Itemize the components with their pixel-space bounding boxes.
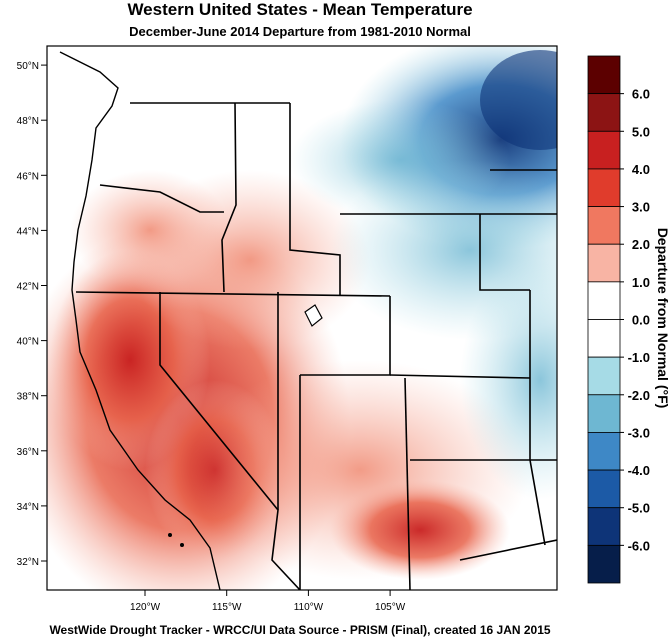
temperature-anomaly-field <box>47 46 557 590</box>
colorbar-label: -3.0 <box>628 425 650 440</box>
colorbar-swatch <box>587 243 621 283</box>
colorbar-swatch <box>587 507 621 546</box>
longitude-axis: 120°W 115°W 110°W 105°W <box>130 590 406 613</box>
colorbar-label: 1.0 <box>632 275 650 290</box>
map-title: Western United States - Mean Temperature <box>127 0 473 19</box>
island <box>168 533 172 537</box>
colorbar: 6.0 5.0 4.0 3.0 2.0 1.0 0.0 -1.0 -2.0 -3.0 -4.0 -5.… <box>587 55 650 584</box>
lat-tick-label: 40°N <box>17 337 39 348</box>
colorbar-swatch <box>587 168 621 207</box>
colorbar-swatch <box>587 394 621 433</box>
lat-tick-label: 48°N <box>17 116 39 127</box>
lat-tick-label: 34°N <box>17 502 39 513</box>
map-frame <box>46 45 558 591</box>
colorbar-label: 5.0 <box>632 124 650 139</box>
colorbar-label: -1.0 <box>628 350 650 365</box>
colorbar-label: 3.0 <box>632 200 650 215</box>
colorbar-label: 2.0 <box>632 237 650 252</box>
colorbar-swatch <box>587 432 621 471</box>
colorbar-label: 0.0 <box>632 313 650 328</box>
coastline <box>59 51 221 590</box>
colorbar-swatch <box>587 319 621 358</box>
colorbar-label: -4.0 <box>628 463 650 478</box>
colorbar-swatch <box>587 356 621 396</box>
colorbar-swatch <box>587 544 621 584</box>
lon-tick-label: 105°W <box>375 602 406 613</box>
colorbar-label: -5.0 <box>628 501 650 516</box>
colorbar-swatch <box>587 130 621 170</box>
map-layer <box>47 46 557 590</box>
colorbar-swatch <box>587 281 621 320</box>
lat-tick-label: 46°N <box>17 171 39 182</box>
island <box>180 543 184 547</box>
lon-tick-label: 110°W <box>294 602 324 613</box>
lat-tick-label: 32°N <box>17 557 39 568</box>
colorbar-label: 6.0 <box>632 87 650 102</box>
lat-tick-label: 44°N <box>17 226 39 237</box>
colorbar-title: Departure from Normal (°F) <box>655 228 671 409</box>
colorbar-swatch <box>587 206 621 245</box>
footer-credit: WestWide Drought Tracker - WRCC/UI Data … <box>49 623 551 637</box>
latitude-axis: 32°N 34°N 36°N 38°N 40°N 42°N 44°N 46°N 48°N 50°N <box>17 61 47 568</box>
colorbar-label: -6.0 <box>628 538 650 553</box>
colorbar-swatch <box>587 469 621 509</box>
lon-tick-label: 120°W <box>130 602 161 613</box>
state-boundaries <box>75 102 557 590</box>
lat-tick-label: 50°N <box>17 61 39 72</box>
colorbar-label: 4.0 <box>632 162 650 177</box>
lat-tick-label: 38°N <box>17 392 39 403</box>
colorbar-label: -2.0 <box>628 388 650 403</box>
great-salt-lake <box>304 304 323 327</box>
lat-tick-label: 36°N <box>17 447 39 458</box>
colorbar-swatch <box>587 93 621 132</box>
lat-tick-label: 42°N <box>17 282 39 293</box>
lon-tick-label: 115°W <box>212 602 242 613</box>
colorbar-swatch <box>587 55 621 95</box>
map-subtitle: December-June 2014 Departure from 1981-2… <box>129 24 471 39</box>
